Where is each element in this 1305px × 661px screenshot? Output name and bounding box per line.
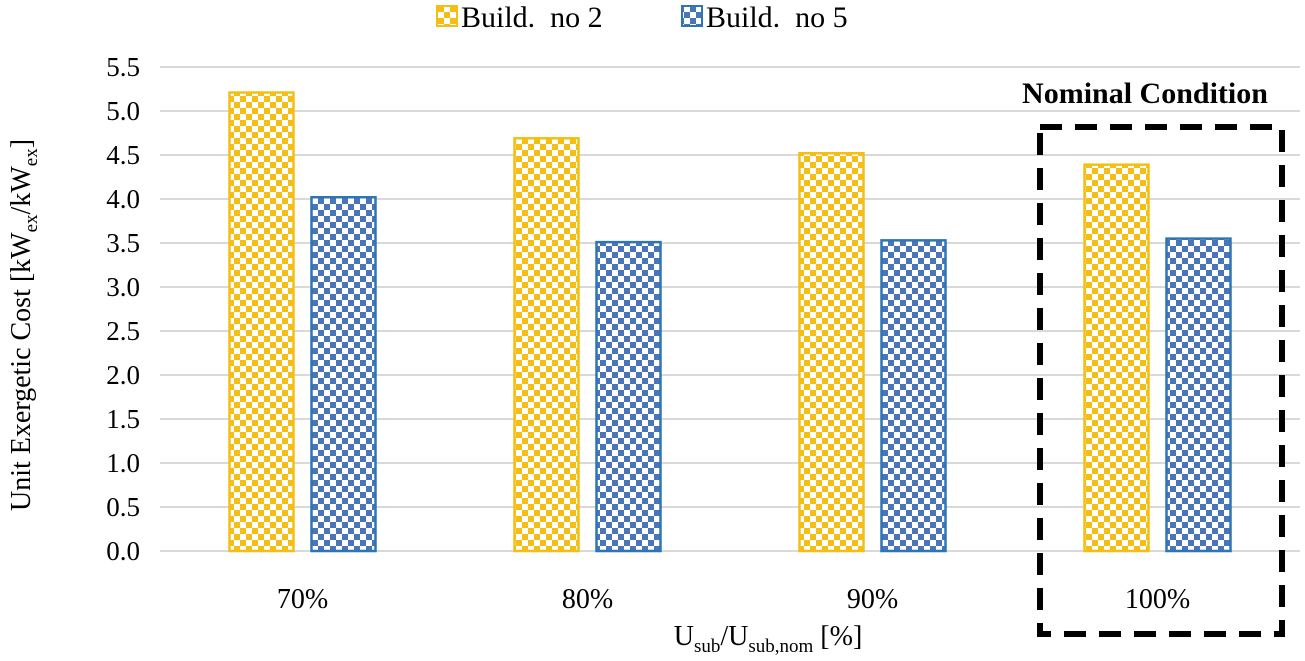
bar-build-no-5-100pct [1165, 237, 1232, 553]
y-tick-label: 1.5 [106, 404, 140, 434]
bar-build-no-5-90pct [880, 239, 947, 553]
legend-swatch-build-no-2 [436, 5, 458, 27]
y-tick-label: 0.5 [106, 492, 140, 522]
y-tick-label: 4.0 [106, 184, 140, 214]
y-tick-label: 5.5 [106, 52, 140, 82]
bar-build-no-2-80pct [513, 137, 580, 553]
y-tick-label: 3.5 [106, 228, 140, 258]
x-category-labels: 70% 80% 90% 100% [277, 584, 1190, 615]
bar-build-no-2-100pct [1083, 163, 1150, 553]
y-tick-label: 2.5 [106, 316, 140, 346]
y-tick-label: 2.0 [106, 360, 140, 390]
x-category-label: 90% [847, 584, 898, 615]
y-tick-label: 0.0 [106, 536, 140, 566]
bar-build-no-2-70pct [228, 91, 295, 553]
legend-label-build-no-5: Build. no 5 [706, 1, 848, 34]
y-tick-label: 5.0 [106, 96, 140, 126]
bar-build-no-2-90pct [798, 151, 865, 553]
y-tick-label: 1.0 [106, 448, 140, 478]
nominal-condition-box [1037, 124, 1285, 637]
x-category-label: 70% [277, 584, 328, 615]
y-axis-title: Unit Exergetic Cost [kWex/kWex] [6, 139, 42, 511]
bar-build-no-5-70pct [310, 195, 377, 553]
bars [228, 91, 1232, 553]
legend-label-build-no-2: Build. no 2 [461, 1, 603, 34]
bar-build-no-5-80pct [595, 240, 662, 553]
legend: Build. no 2 Build. no 5 [436, 1, 848, 34]
y-tick-label: 3.0 [106, 272, 140, 302]
nominal-condition-label: Nominal Condition [1022, 77, 1268, 110]
y-tick-labels: 0.0 0.5 1.0 1.5 2.0 2.5 3.0 3.5 4.0 4.5 5.0 5.5 [106, 52, 140, 566]
x-category-label: 100% [1125, 584, 1190, 615]
y-tick-label: 4.5 [106, 140, 140, 170]
legend-swatch-build-no-5 [681, 5, 703, 27]
x-category-label: 80% [562, 584, 613, 615]
x-axis-title: Usub/Usub,nom [%] [674, 621, 863, 657]
